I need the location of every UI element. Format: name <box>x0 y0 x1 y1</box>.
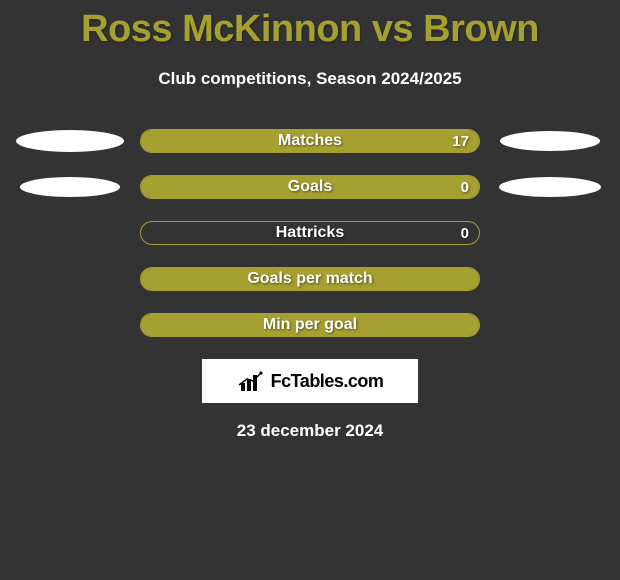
stat-bar: Goals 0 <box>140 175 480 199</box>
page-title: Ross McKinnon vs Brown <box>0 0 620 51</box>
right-side <box>490 131 610 151</box>
stat-row: Goals 0 <box>0 175 620 199</box>
bar-value: 17 <box>452 133 469 150</box>
stat-bar: Matches 17 <box>140 129 480 153</box>
bar-value: 0 <box>461 225 469 242</box>
stat-rows: Matches 17 Goals 0 Hattricks 0 <box>0 129 620 337</box>
brand-text: FcTables.com <box>271 371 384 392</box>
stat-row: Hattricks 0 <box>0 221 620 245</box>
left-side <box>10 130 130 152</box>
stat-bar: Goals per match <box>140 267 480 291</box>
stat-row: Matches 17 <box>0 129 620 153</box>
bar-label: Hattricks <box>276 224 344 242</box>
date-text: 23 december 2024 <box>0 421 620 441</box>
left-side <box>10 177 130 197</box>
bar-label: Goals <box>288 178 332 196</box>
stat-bar: Min per goal <box>140 313 480 337</box>
left-ellipse <box>16 130 124 152</box>
bar-value: 0 <box>461 179 469 196</box>
subtitle: Club competitions, Season 2024/2025 <box>0 69 620 89</box>
right-ellipse <box>500 131 600 151</box>
bar-label: Matches <box>278 132 342 150</box>
brand-chart-icon <box>237 369 265 393</box>
stat-row: Goals per match <box>0 267 620 291</box>
brand-box: FcTables.com <box>202 359 418 403</box>
right-ellipse <box>499 177 601 197</box>
bar-label: Goals per match <box>247 270 372 288</box>
stat-bar: Hattricks 0 <box>140 221 480 245</box>
bar-label: Min per goal <box>263 316 357 334</box>
right-side <box>490 177 610 197</box>
stat-row: Min per goal <box>0 313 620 337</box>
left-ellipse <box>20 177 120 197</box>
